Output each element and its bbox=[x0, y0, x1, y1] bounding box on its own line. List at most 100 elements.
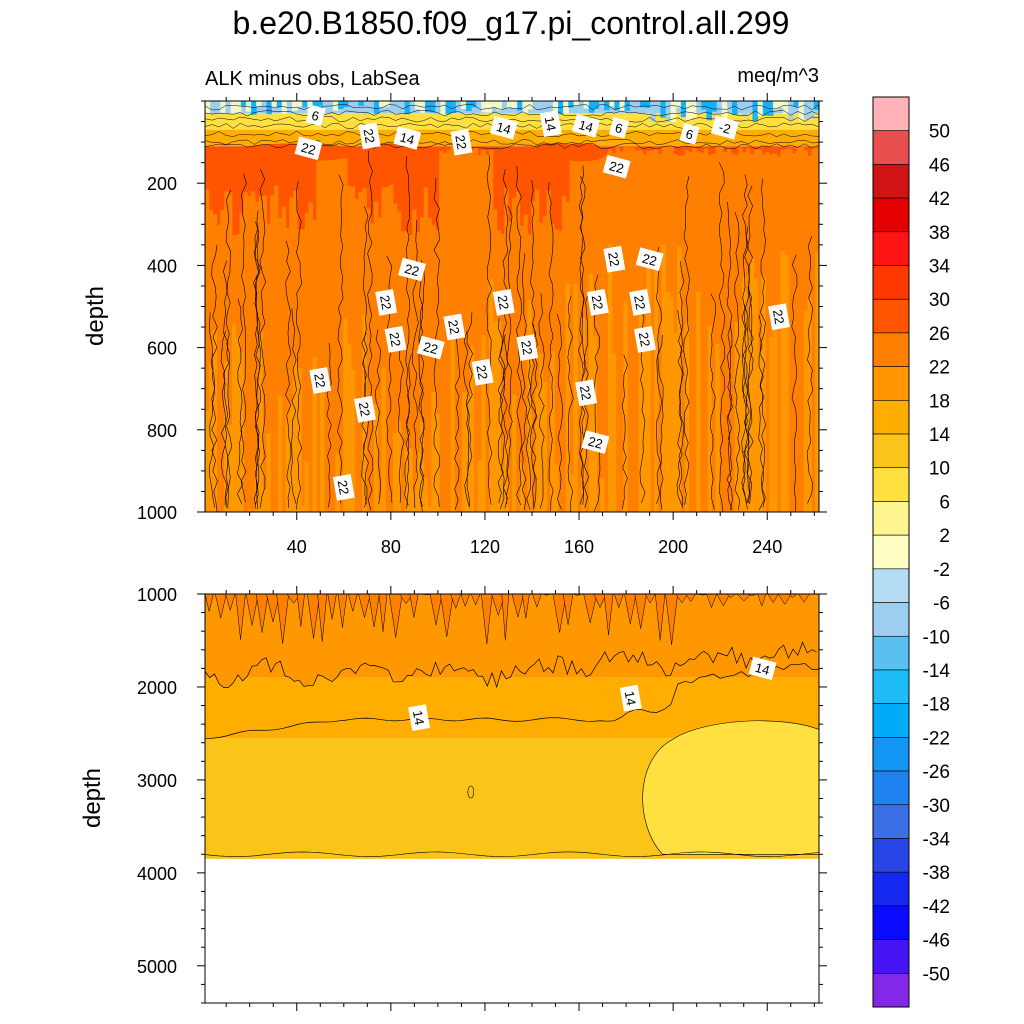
colorbar-label: -42 bbox=[923, 897, 950, 918]
contour-label: 22 bbox=[443, 313, 466, 341]
upper-cell bbox=[262, 489, 267, 512]
colorbar-label: 34 bbox=[929, 257, 951, 278]
upper-cell bbox=[327, 155, 333, 241]
upper-cell bbox=[569, 151, 574, 241]
upper-surface-cell bbox=[793, 101, 800, 108]
upper-cell bbox=[619, 151, 624, 241]
upper-cell bbox=[807, 155, 812, 241]
lower-spike bbox=[532, 594, 542, 608]
colorbar-swatch bbox=[872, 501, 910, 536]
colorbar-label: 18 bbox=[929, 391, 950, 412]
upper-cell bbox=[277, 396, 283, 512]
upper-cell bbox=[757, 350, 762, 512]
upper-cell bbox=[623, 302, 628, 512]
upper-cell bbox=[792, 153, 797, 241]
upper-cell bbox=[642, 154, 647, 241]
upper-surface-cell bbox=[435, 101, 441, 115]
upper-cell bbox=[573, 284, 578, 512]
upper-cell bbox=[285, 412, 290, 512]
upper-cell bbox=[815, 148, 819, 241]
upper-cell bbox=[266, 433, 271, 512]
upper-cell bbox=[765, 151, 770, 241]
upper-surface-cell bbox=[808, 101, 815, 119]
upper-cell bbox=[385, 186, 390, 241]
colorbar-label: -6 bbox=[933, 594, 950, 615]
upper-cell bbox=[638, 149, 643, 241]
lower-spike bbox=[767, 594, 779, 604]
lower-spike bbox=[655, 594, 666, 641]
upper-surface-cell bbox=[506, 101, 513, 108]
contour-label-box bbox=[516, 334, 539, 361]
upper-surface-cell bbox=[205, 101, 211, 114]
upper-cell bbox=[293, 361, 298, 512]
lower-spike bbox=[552, 594, 567, 633]
upper-cell bbox=[719, 146, 724, 241]
upper-cell bbox=[251, 191, 256, 241]
contour-label-box bbox=[679, 123, 700, 145]
upper-surface-cell bbox=[619, 101, 626, 111]
upper-cell bbox=[604, 152, 609, 241]
upper-contour-line bbox=[747, 287, 754, 504]
upper-surface-cell bbox=[757, 101, 764, 117]
upper-cell bbox=[535, 189, 540, 241]
upper-contour-line bbox=[454, 314, 461, 510]
upper-cell bbox=[396, 421, 402, 512]
upper-cell bbox=[343, 318, 348, 512]
contour-label-text: 22 bbox=[636, 331, 653, 348]
upper-surface-cell bbox=[286, 101, 293, 114]
upper-cell bbox=[788, 149, 793, 241]
lower-region-dome bbox=[642, 720, 819, 855]
upper-cell bbox=[703, 148, 709, 241]
lower-contour-line bbox=[205, 851, 819, 857]
upper-cell bbox=[289, 403, 294, 512]
upper-surface-cell bbox=[512, 101, 518, 109]
upper-contour-line bbox=[374, 329, 381, 505]
upper-surface-cell bbox=[338, 101, 344, 110]
upper-surface-cell bbox=[788, 101, 794, 121]
upper-cell bbox=[243, 192, 248, 241]
contour-label: 22 bbox=[586, 289, 609, 316]
upper-cell bbox=[212, 214, 218, 241]
upper-cell bbox=[235, 338, 241, 512]
contour-label-box bbox=[471, 358, 494, 386]
upper-cell bbox=[393, 433, 398, 512]
upper-cell bbox=[377, 217, 383, 241]
upper-surface-cell bbox=[629, 101, 636, 109]
upper-cell bbox=[677, 155, 682, 241]
lower-spike bbox=[286, 594, 301, 604]
upper-cell bbox=[346, 343, 352, 512]
upper-cell bbox=[412, 209, 417, 241]
lower-spike bbox=[521, 594, 530, 619]
colorbar-swatch bbox=[872, 804, 910, 839]
upper-cell bbox=[527, 300, 532, 512]
upper-cell bbox=[423, 478, 429, 512]
upper-cell bbox=[481, 335, 486, 512]
upper-surface-cell bbox=[481, 101, 487, 113]
upper-cell bbox=[458, 152, 463, 241]
upper-surface-cell bbox=[593, 101, 600, 109]
contour-label-box bbox=[575, 379, 598, 407]
upper-cell bbox=[738, 147, 743, 241]
upper-contour-line bbox=[515, 165, 523, 506]
upper-cell bbox=[277, 217, 283, 241]
lower-spike bbox=[225, 594, 236, 612]
colorbar-label: -10 bbox=[923, 627, 950, 648]
upper-cell bbox=[312, 219, 317, 241]
upper-surface-cell bbox=[409, 101, 416, 108]
upper-cell bbox=[749, 154, 755, 241]
contour-label: 22 bbox=[332, 473, 355, 501]
upper-contour-line bbox=[758, 314, 765, 511]
contour-label-text: 14 bbox=[753, 660, 771, 678]
contour-label-text: 22 bbox=[299, 140, 317, 158]
upper-surface-cell bbox=[680, 101, 687, 118]
upper-surface-cell bbox=[373, 101, 380, 114]
contour-label-box bbox=[608, 116, 630, 139]
upper-contour-line bbox=[525, 355, 532, 510]
upper-surface-cell bbox=[573, 101, 580, 107]
upper-surface-cell bbox=[650, 101, 656, 122]
upper-surface-cell bbox=[778, 101, 784, 108]
upper-contour-line bbox=[367, 150, 374, 511]
contour-label-text: 6 bbox=[684, 126, 695, 142]
upper-cell bbox=[350, 369, 356, 512]
upper-cell bbox=[715, 343, 720, 512]
